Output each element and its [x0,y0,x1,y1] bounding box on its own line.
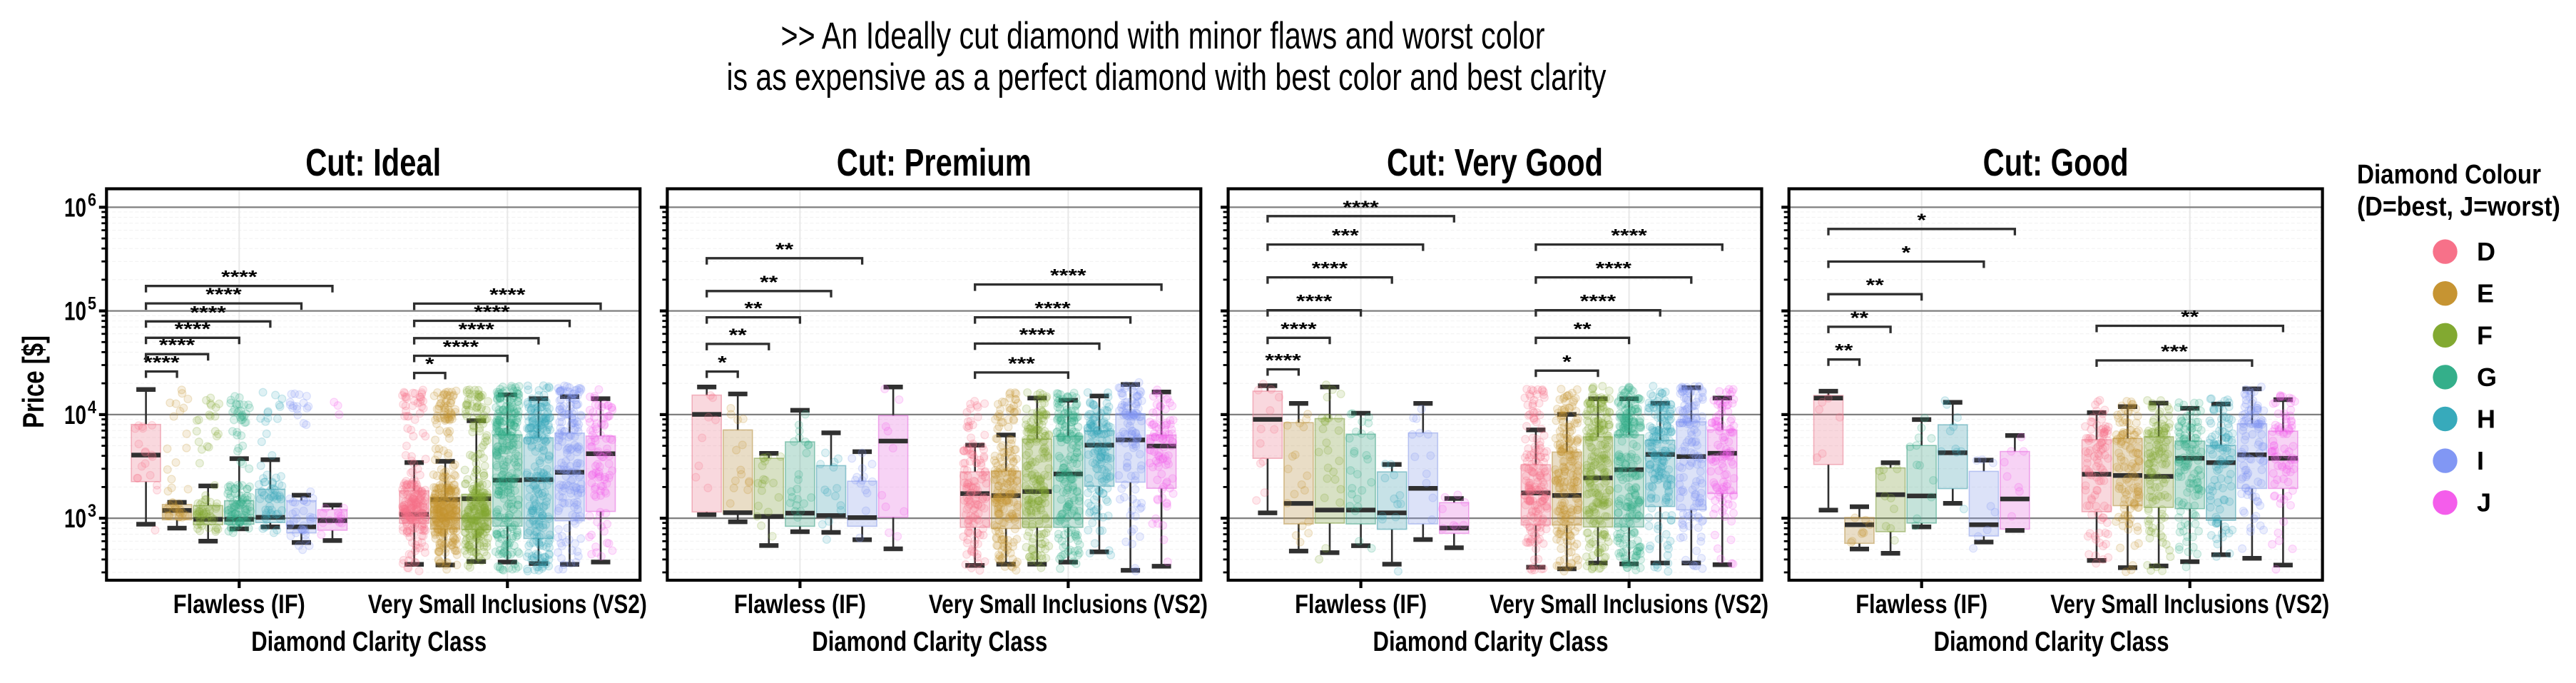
svg-text:***: *** [2161,342,2188,362]
svg-text:Flawless (IF): Flawless (IF) [1295,590,1427,619]
svg-text:Diamond Clarity Class: Diamond Clarity Class [812,627,1047,657]
svg-text:>> An Ideally cut diamond with: >> An Ideally cut diamond with minor fla… [781,15,1545,57]
svg-text:**: ** [760,273,778,293]
svg-text:****: **** [1281,319,1317,339]
svg-text:Diamond Colour: Diamond Colour [2357,160,2541,190]
svg-text:****: **** [205,285,242,305]
svg-text:****: **** [489,285,526,305]
svg-text:Very Small Inclusions (VS2): Very Small Inclusions (VS2) [929,590,1208,619]
svg-text:Price [$]: Price [$] [16,335,50,428]
svg-text:****: **** [1265,351,1301,371]
svg-text:4: 4 [88,398,96,418]
svg-text:****: **** [1050,266,1086,286]
svg-text:****: **** [1034,299,1071,319]
svg-text:*: * [1917,211,1926,231]
svg-text:Diamond Clarity Class: Diamond Clarity Class [1934,627,2169,657]
svg-text:Cut: Good: Cut: Good [1983,141,2129,184]
svg-text:*: * [1902,243,1911,263]
svg-text:3: 3 [88,501,96,521]
svg-text:Diamond Clarity Class: Diamond Clarity Class [1373,627,1609,657]
svg-text:J: J [2477,488,2491,517]
svg-text:*: * [718,353,727,373]
svg-text:10: 10 [64,297,86,326]
svg-text:****: **** [1312,259,1348,279]
svg-text:Cut: Premium: Cut: Premium [837,141,1032,184]
svg-text:is as expensive as a perfect d: is as expensive as a perfect diamond wit… [727,56,1607,98]
svg-text:**: ** [775,240,794,260]
svg-text:****: **** [190,303,227,323]
svg-text:**: ** [1850,308,1869,328]
svg-text:****: **** [443,338,479,358]
svg-text:****: **** [1343,198,1379,218]
svg-text:Flawless (IF): Flawless (IF) [734,590,866,619]
svg-text:**: ** [2181,308,2199,328]
svg-text:*: * [425,355,434,375]
svg-text:****: **** [175,319,211,339]
svg-text:Very Small Inclusions (VS2): Very Small Inclusions (VS2) [368,590,647,619]
svg-text:****: **** [1611,226,1647,246]
svg-text:10: 10 [64,504,86,533]
svg-text:****: **** [1596,259,1632,279]
svg-text:**: ** [729,325,748,345]
svg-text:Very Small Inclusions (VS2): Very Small Inclusions (VS2) [2050,590,2329,619]
svg-text:**: ** [1574,319,1592,339]
svg-text:**: ** [1866,275,1885,295]
svg-text:F: F [2477,320,2493,350]
svg-text:G: G [2477,363,2497,392]
svg-text:Cut: Very Good: Cut: Very Good [1387,141,1603,184]
svg-text:Very Small Inclusions (VS2): Very Small Inclusions (VS2) [1490,590,1768,619]
svg-text:E: E [2477,279,2494,308]
svg-text:H: H [2477,405,2495,434]
svg-text:***: *** [1332,226,1359,246]
svg-text:*: * [1562,352,1572,372]
svg-text:Flawless (IF): Flawless (IF) [173,590,305,619]
svg-text:***: *** [1008,354,1035,374]
svg-text:****: **** [1296,292,1333,312]
svg-text:D: D [2477,237,2495,266]
svg-text:**: ** [1835,341,1853,361]
svg-text:I: I [2477,446,2484,475]
svg-text:****: **** [474,303,510,323]
svg-text:6: 6 [88,190,96,210]
svg-text:5: 5 [88,294,96,314]
svg-text:****: **** [221,268,258,288]
svg-text:****: **** [459,320,495,340]
svg-text:(D=best, J=worst): (D=best, J=worst) [2357,192,2560,222]
svg-text:****: **** [143,353,180,373]
svg-text:10: 10 [64,193,86,222]
svg-text:10: 10 [64,400,86,430]
svg-text:Diamond Clarity Class: Diamond Clarity Class [251,627,487,657]
svg-text:**: ** [744,299,763,319]
svg-text:****: **** [1019,325,1056,345]
svg-text:Flawless (IF): Flawless (IF) [1855,590,1987,619]
svg-text:Cut: Ideal: Cut: Ideal [305,141,441,184]
svg-text:****: **** [1580,292,1617,312]
